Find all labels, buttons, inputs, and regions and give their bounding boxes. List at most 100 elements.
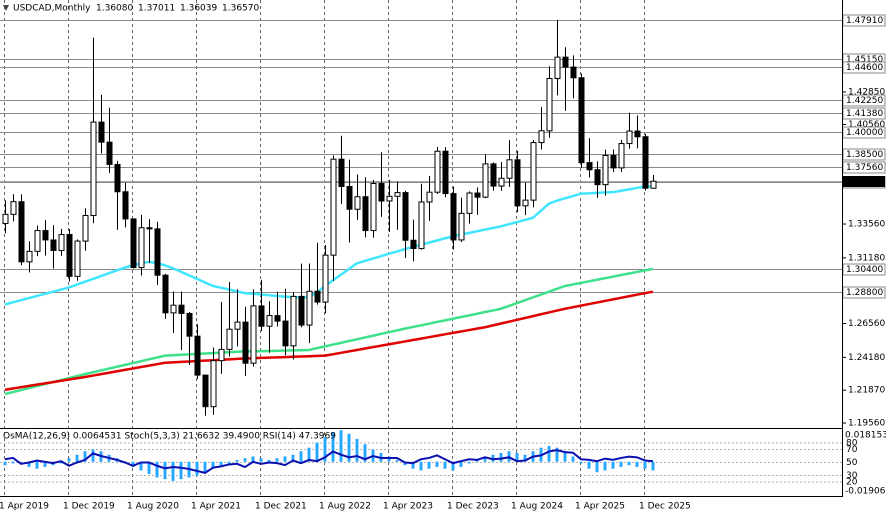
osma-bar — [515, 452, 519, 462]
x-tick-label: 1 Apr 2023 — [383, 502, 433, 512]
osma-bar — [75, 454, 79, 462]
candle-body — [626, 130, 633, 145]
candle-body — [410, 239, 417, 249]
osma-bar — [363, 444, 367, 462]
osma-bar — [587, 461, 591, 469]
osma-bar — [179, 461, 183, 480]
candle-body — [98, 121, 105, 143]
osma-bar — [579, 461, 583, 464]
candle-body — [242, 321, 249, 364]
candle-body — [290, 295, 297, 347]
osma-bar — [35, 461, 39, 469]
osma-bar — [147, 461, 151, 474]
osma-bar — [459, 461, 463, 467]
osma-bar — [443, 461, 447, 469]
candle-body — [42, 230, 49, 241]
osma-bar — [91, 449, 95, 462]
osma-tick-label: -0.0190604 — [845, 487, 886, 497]
osma-bar — [339, 430, 343, 462]
candle-body — [514, 159, 521, 207]
candle-body — [618, 143, 625, 169]
osma-bar — [171, 461, 175, 481]
osma-bar — [131, 461, 135, 467]
candle-body — [2, 213, 9, 224]
osma-bar — [251, 456, 255, 462]
candle-body — [650, 180, 657, 189]
candle-body — [610, 155, 617, 169]
candle-body — [330, 158, 337, 256]
ohlc-value: 1.36039 — [180, 4, 217, 14]
osma-bar — [203, 461, 207, 473]
candle-body — [594, 169, 601, 186]
osma-bar — [603, 461, 607, 471]
candle-body — [178, 304, 185, 314]
osma-bar — [347, 433, 351, 462]
osma-bar — [411, 461, 415, 469]
candle-body — [234, 321, 241, 330]
candle-body — [258, 305, 265, 327]
osma-bar — [387, 456, 391, 462]
osma-bar — [27, 461, 31, 467]
candle-body — [58, 234, 65, 251]
x-tick-label: 1 Aug 2020 — [127, 502, 179, 512]
osma-bar — [427, 461, 431, 469]
osma-bar — [499, 452, 503, 462]
x-tick-label: 1 Apr 2021 — [191, 502, 241, 512]
level-label: 1.45150 — [846, 55, 883, 65]
candle-body — [154, 228, 161, 276]
candle-body — [210, 360, 217, 408]
osma-bar — [19, 461, 23, 463]
osma-bar — [467, 461, 471, 464]
osma-bar — [283, 456, 287, 462]
symbol: USDCAD,Monthly — [13, 4, 91, 14]
candle-body — [354, 196, 361, 210]
candle-body — [386, 195, 393, 202]
candle-body — [194, 335, 201, 376]
candle-body — [74, 240, 81, 277]
osma-bar — [643, 461, 647, 469]
candle-body — [218, 348, 225, 362]
ma-line — [4, 290, 654, 391]
level-label: 1.30400 — [846, 265, 883, 275]
candle-body — [586, 162, 593, 171]
candle-body — [162, 274, 169, 314]
osma-bar — [563, 451, 567, 462]
y-tick-label: 1.40560 — [848, 120, 885, 130]
candle-body — [402, 192, 409, 241]
level-label: 1.42250 — [846, 96, 883, 106]
y-tick-label: 1.24180 — [848, 353, 885, 363]
osma-bar — [395, 459, 399, 462]
osma-tick-label: 0.0181538 — [845, 431, 886, 441]
candle-body — [138, 227, 145, 269]
y-tick-label: 1.42850 — [848, 87, 885, 97]
candle-body — [602, 155, 609, 186]
candle-body — [370, 183, 377, 232]
candle-body — [130, 218, 137, 269]
osma-bar — [83, 451, 87, 462]
level-label: 1.40000 — [846, 128, 883, 138]
osc-tick-label: 20 — [846, 478, 858, 488]
osma-bar — [451, 461, 455, 471]
candle-body — [450, 193, 457, 241]
candle-body — [26, 250, 33, 263]
osma-bar — [67, 458, 71, 462]
candle-body — [466, 192, 473, 214]
y-tick-label: 1.21870 — [848, 386, 885, 396]
osma-bar — [315, 442, 319, 462]
x-tick-label: 1 Aug 2022 — [319, 502, 371, 512]
candle-body — [506, 159, 513, 179]
candle-body — [306, 290, 313, 326]
candle-body — [554, 56, 561, 79]
osma-bar — [227, 461, 231, 464]
x-tick-label: 1 Apr 2019 — [0, 502, 49, 512]
candle-body — [82, 214, 89, 242]
osma-bar — [163, 461, 167, 480]
osma-bar — [307, 447, 311, 462]
osma-bar — [635, 461, 639, 467]
candle-body — [314, 290, 321, 303]
osma-bar — [619, 461, 623, 467]
osma-bar — [267, 459, 271, 462]
osc-tick-label: 80 — [846, 439, 858, 449]
candle-body — [282, 320, 289, 347]
